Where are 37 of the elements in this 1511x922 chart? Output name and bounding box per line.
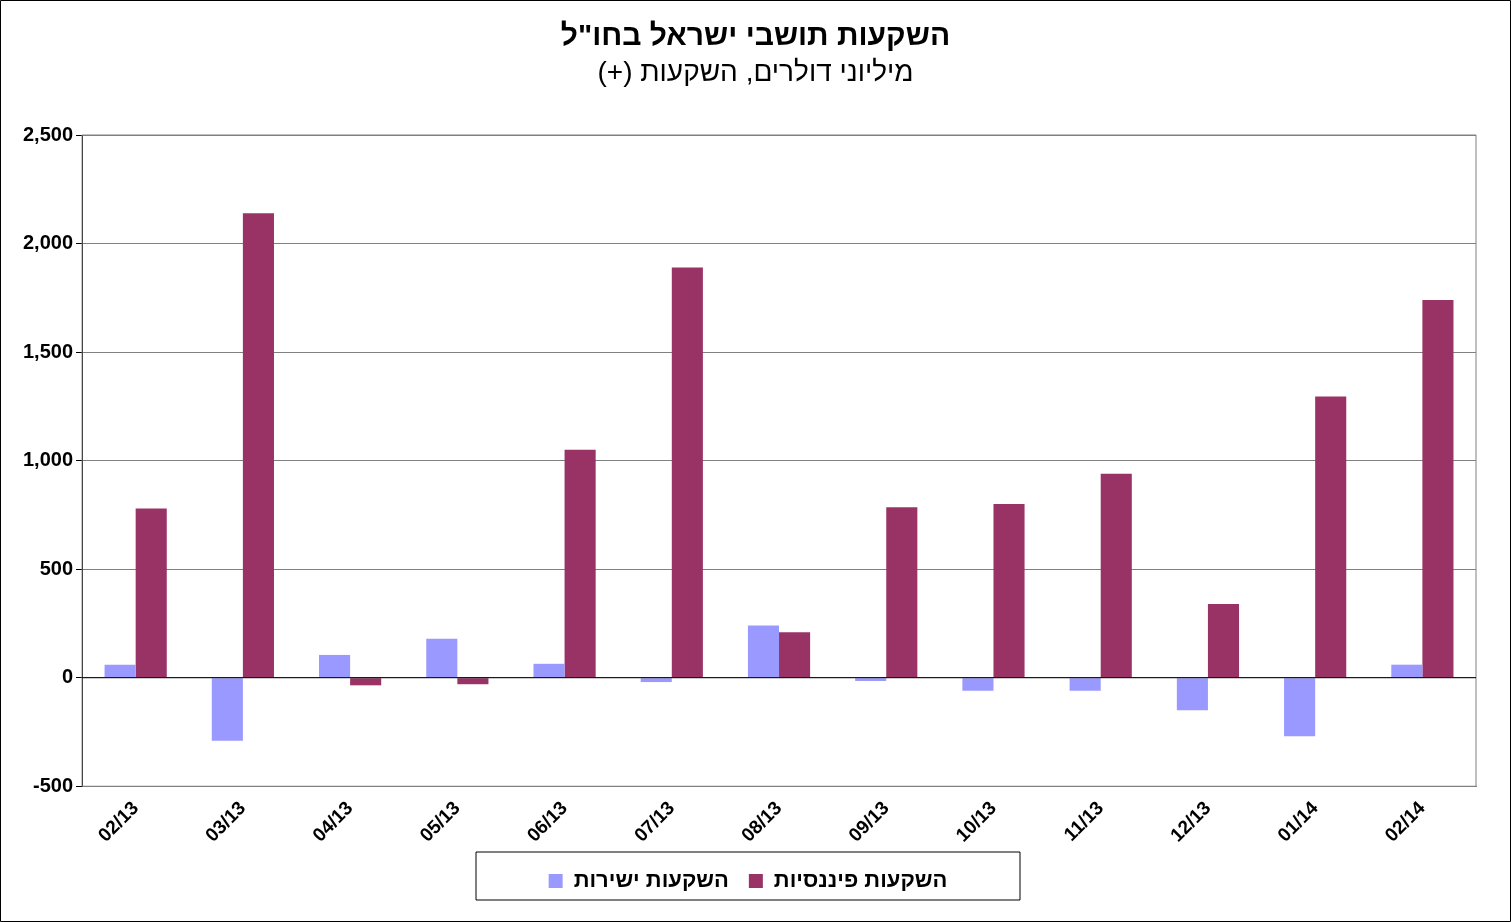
bar: [426, 638, 458, 678]
bar: [640, 678, 672, 683]
bar: [1176, 678, 1208, 711]
bar: [1391, 664, 1423, 678]
chart-subtitle: מיליוני דולרים, השקעות (+): [596, 56, 915, 88]
bar: [350, 678, 382, 686]
bar: [962, 678, 994, 691]
y-tick-label: 0: [61, 665, 74, 688]
y-tick-label: 1,500: [22, 339, 74, 362]
bar: [1069, 678, 1101, 691]
legend-label: השקעות פיננסיות: [773, 867, 948, 893]
bar: [104, 664, 136, 678]
y-tick-label: 500: [39, 556, 74, 579]
bar: [135, 508, 167, 678]
bar: [533, 663, 565, 678]
bar: [211, 678, 243, 741]
bar: [564, 449, 596, 678]
chart-title: השקעות תושבי ישראל בחו"ל: [559, 18, 952, 52]
bar: [993, 504, 1025, 678]
bar: [242, 213, 274, 678]
bar: [1315, 396, 1347, 678]
bar: [1422, 299, 1454, 678]
legend-label: השקעות ישירות: [573, 867, 729, 893]
bar: [886, 507, 918, 678]
bar: [319, 654, 351, 678]
bar: [1100, 473, 1132, 678]
bar: [1284, 678, 1316, 737]
y-tick-label: 2,500: [22, 122, 74, 145]
bar: [1207, 603, 1240, 678]
bar: [747, 625, 780, 678]
bar: [457, 678, 489, 685]
bar: [671, 267, 703, 678]
bar: [779, 632, 811, 678]
y-tick-label: -500: [33, 773, 74, 796]
y-tick-label: 1,000: [22, 448, 74, 471]
y-tick-label: 2,000: [22, 231, 74, 254]
bar: [855, 678, 887, 681]
